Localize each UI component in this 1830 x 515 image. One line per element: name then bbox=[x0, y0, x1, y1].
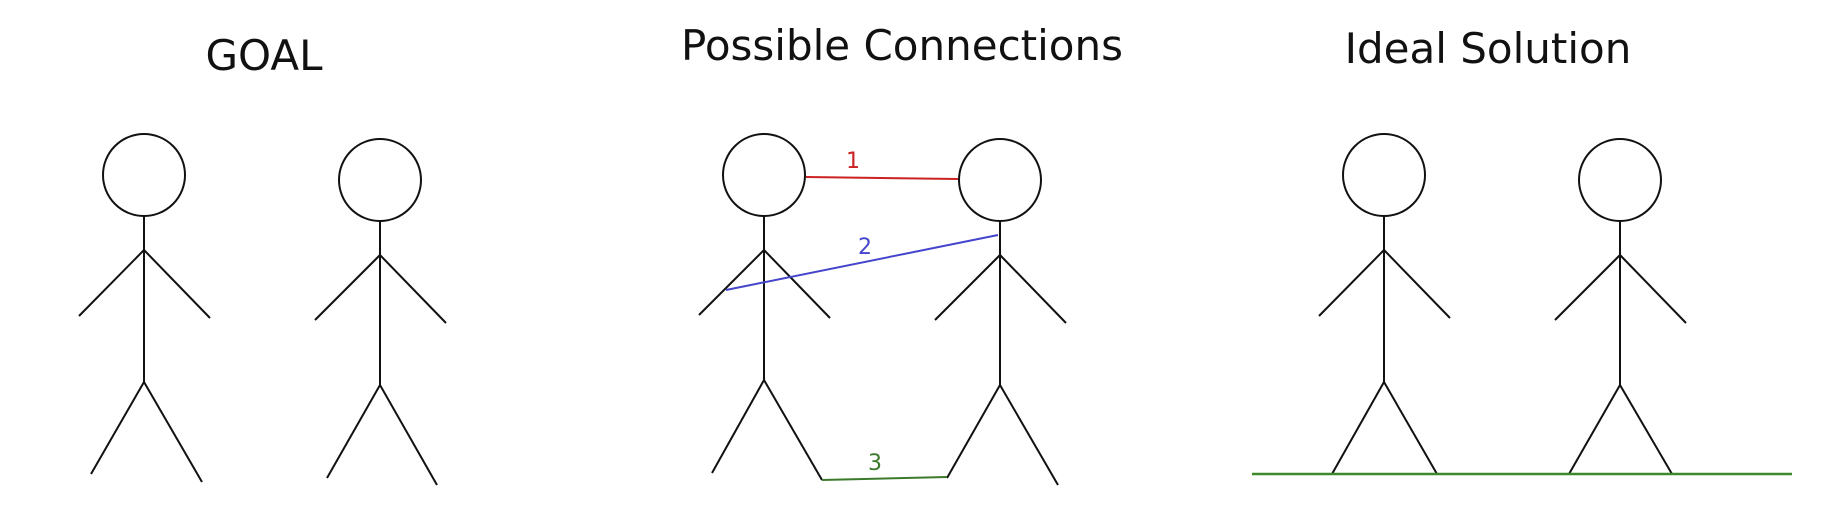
figure-right-arm bbox=[999, 254, 1067, 324]
connection-label-1: 1 bbox=[846, 149, 860, 174]
figure-left-arm bbox=[1318, 249, 1385, 317]
figure-head bbox=[338, 138, 422, 222]
connection-line-3 bbox=[821, 476, 948, 481]
figure-left-leg bbox=[1331, 381, 1385, 475]
stick-figure-goal-left bbox=[78, 133, 211, 483]
figure-right-leg bbox=[379, 384, 438, 486]
figure-left-arm bbox=[934, 254, 1001, 321]
connection-line-2 bbox=[725, 234, 999, 291]
figure-right-leg bbox=[763, 379, 823, 481]
stick-figure-ideal-left bbox=[1318, 133, 1451, 475]
panel-title-ideal-solution: Ideal Solution bbox=[1345, 24, 1632, 73]
figure-left-leg bbox=[1568, 384, 1621, 475]
figure-left-arm bbox=[698, 249, 765, 316]
panel-title-possible-connections: Possible Connections bbox=[681, 21, 1123, 70]
figure-head bbox=[102, 133, 186, 217]
stick-figure-connections-left bbox=[698, 133, 831, 481]
figure-head bbox=[958, 138, 1042, 222]
figure-right-arm bbox=[379, 254, 447, 324]
figure-right-leg bbox=[143, 381, 203, 483]
figure-left-leg bbox=[326, 384, 381, 479]
figure-right-leg bbox=[1383, 381, 1438, 475]
figure-head bbox=[1342, 133, 1426, 217]
stick-figure-connections-right bbox=[934, 138, 1067, 486]
figure-right-arm bbox=[1383, 249, 1451, 319]
figure-left-leg bbox=[946, 384, 1001, 479]
figure-left-leg bbox=[711, 379, 765, 474]
figure-right-arm bbox=[1619, 254, 1687, 324]
panel-title-goal: GOAL bbox=[206, 31, 324, 80]
figure-left-arm bbox=[1554, 254, 1621, 321]
figure-right-arm bbox=[143, 249, 211, 319]
figure-right-leg bbox=[1619, 384, 1673, 475]
figure-left-arm bbox=[314, 254, 381, 321]
figure-left-leg bbox=[90, 381, 145, 475]
stick-figure-goal-right bbox=[314, 138, 447, 486]
figure-right-leg bbox=[999, 384, 1059, 486]
stick-figure-ideal-right bbox=[1554, 138, 1687, 475]
connection-label-3: 3 bbox=[868, 451, 882, 476]
figure-head bbox=[1578, 138, 1662, 222]
figure-right-arm bbox=[763, 249, 831, 319]
figure-head bbox=[722, 133, 806, 217]
connection-line-1 bbox=[805, 176, 959, 180]
figure-left-arm bbox=[78, 249, 145, 317]
connection-label-2: 2 bbox=[858, 235, 872, 260]
